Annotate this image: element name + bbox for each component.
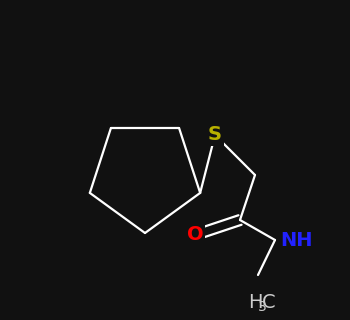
Text: C: C — [262, 293, 276, 313]
Text: 3: 3 — [258, 300, 266, 314]
Text: H: H — [248, 293, 262, 313]
Text: O: O — [187, 226, 203, 244]
Text: NH: NH — [280, 230, 313, 250]
Text: S: S — [208, 125, 222, 145]
